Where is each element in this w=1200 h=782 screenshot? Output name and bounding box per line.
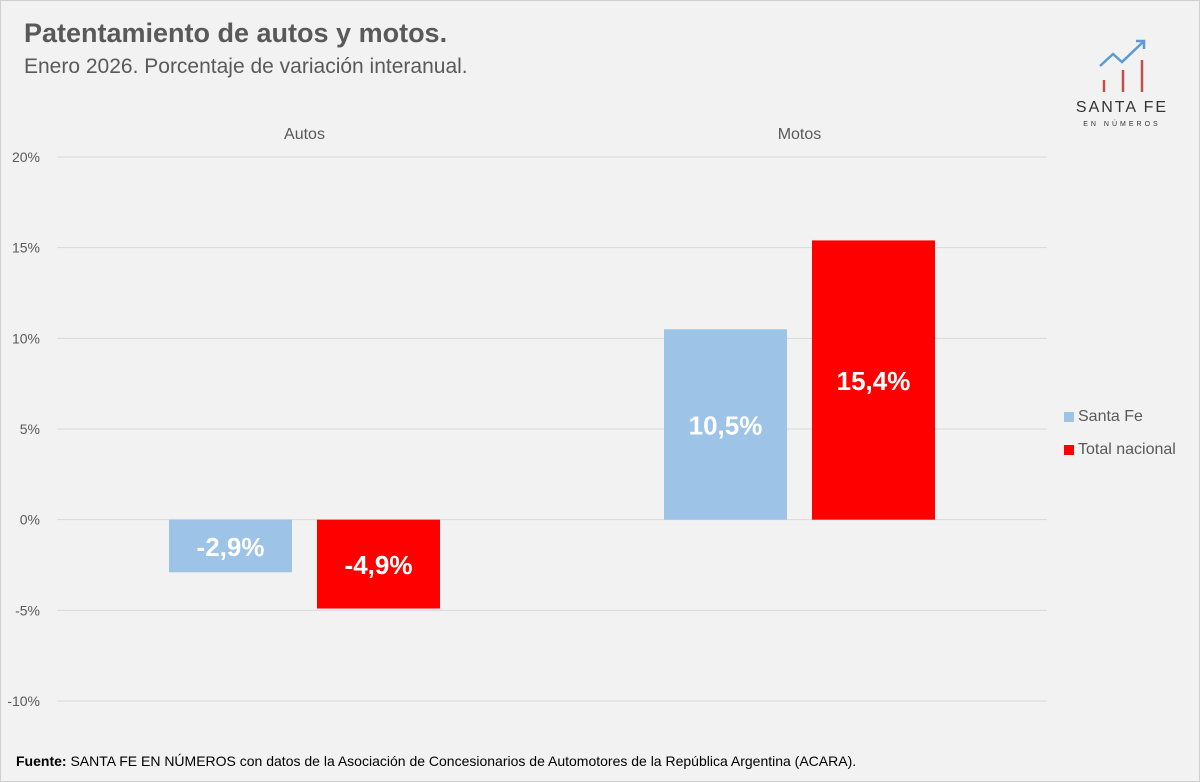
y-tick-label: 15%	[12, 240, 40, 256]
legend-swatch-total-nacional	[1064, 445, 1074, 455]
data-label: 15,4%	[837, 366, 911, 396]
chart-subtitle: Enero 2026. Porcentaje de variación inte…	[24, 55, 468, 78]
y-tick-label: -10%	[7, 693, 40, 709]
legend-swatch-santa-fe	[1064, 412, 1074, 422]
bar	[317, 519, 440, 609]
source-text: SANTA FE EN NÚMEROS con datos de la Asoc…	[66, 753, 857, 769]
logo-arrow	[1099, 41, 1144, 67]
category-label: Motos	[778, 126, 822, 143]
bar	[169, 519, 292, 573]
legend-item-total-nacional: Total nacional	[1064, 439, 1176, 461]
logo-arrowhead	[1136, 39, 1146, 49]
logo-tagline: EN NÚMEROS	[1083, 121, 1161, 128]
y-tick-label: -5%	[15, 602, 40, 618]
data-label: 10,5%	[689, 410, 763, 440]
bar-chart-trend-arrow-icon	[1099, 39, 1146, 92]
source-note: Fuente: SANTA FE EN NÚMEROS con datos de…	[16, 753, 856, 769]
legend-label-total-nacional: Total nacional	[1078, 441, 1176, 458]
legend: Santa Fe Total nacional	[1064, 406, 1176, 472]
logo-name: SANTA FE	[1075, 99, 1169, 116]
bar	[664, 329, 787, 520]
legend-label-santa-fe: Santa Fe	[1078, 408, 1143, 425]
bar	[812, 240, 935, 520]
y-tick-label: 10%	[12, 330, 40, 346]
source-label: Fuente:	[16, 753, 67, 769]
y-tick-label: 5%	[20, 421, 40, 437]
y-tick-label: 20%	[12, 149, 40, 165]
logo-bars	[1102, 60, 1144, 92]
chart-title: Patentamiento de autos y motos.	[24, 18, 448, 48]
legend-item-santa-fe: Santa Fe	[1064, 406, 1176, 428]
y-tick-label: 0%	[20, 512, 40, 528]
data-label: -4,9%	[345, 550, 413, 580]
category-label: Autos	[284, 126, 325, 143]
data-label: -2,9%	[197, 532, 265, 562]
